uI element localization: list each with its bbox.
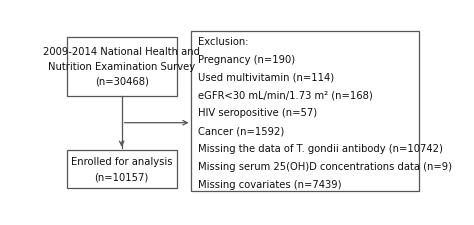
FancyBboxPatch shape: [191, 32, 419, 192]
Text: Missing serum 25(OH)D concentrations data (n=9): Missing serum 25(OH)D concentrations dat…: [198, 161, 452, 171]
Text: HIV seropositive (n=57): HIV seropositive (n=57): [198, 108, 317, 118]
Text: Exclusion:: Exclusion:: [198, 37, 248, 47]
FancyBboxPatch shape: [66, 37, 177, 96]
FancyBboxPatch shape: [66, 150, 177, 188]
Text: Enrolled for analysis
(n=10157): Enrolled for analysis (n=10157): [71, 157, 173, 181]
Text: Missing the data of T. gondii antibody (n=10742): Missing the data of T. gondii antibody (…: [198, 143, 443, 153]
Text: Used multivitamin (n=114): Used multivitamin (n=114): [198, 72, 334, 82]
Text: 2009-2014 National Health and
Nutrition Examination Survey
(n=30468): 2009-2014 National Health and Nutrition …: [43, 47, 200, 87]
Text: Cancer (n=1592): Cancer (n=1592): [198, 126, 284, 135]
Text: Pregnancy (n=190): Pregnancy (n=190): [198, 54, 295, 64]
Text: eGFR<30 mL/min/1.73 m² (n=168): eGFR<30 mL/min/1.73 m² (n=168): [198, 90, 373, 100]
Text: Missing covariates (n=7439): Missing covariates (n=7439): [198, 179, 342, 189]
